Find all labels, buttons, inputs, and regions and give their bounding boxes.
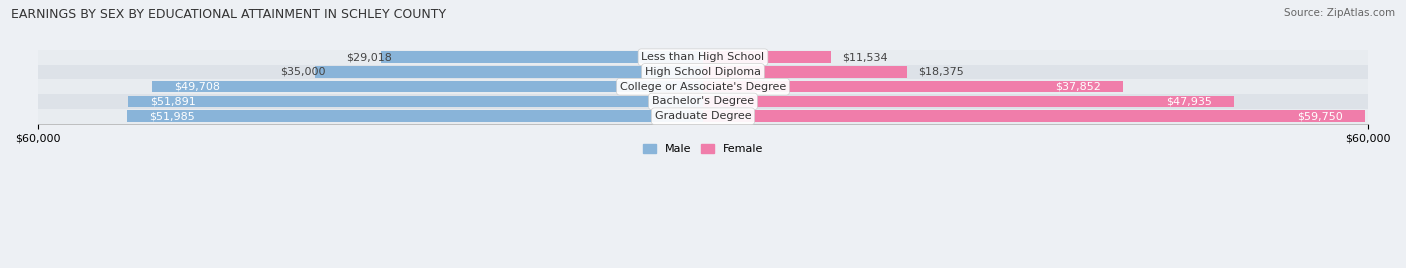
Text: College or Associate's Degree: College or Associate's Degree (620, 82, 786, 92)
Bar (152, 81, 703, 92)
Text: High School Diploma: High School Diploma (645, 67, 761, 77)
Text: $35,000: $35,000 (281, 67, 326, 77)
Bar (703, 96, 1234, 107)
Legend: Male, Female: Male, Female (638, 139, 768, 159)
Text: EARNINGS BY SEX BY EDUCATIONAL ATTAINMENT IN SCHLEY COUNTY: EARNINGS BY SEX BY EDUCATIONAL ATTAINMEN… (11, 8, 446, 21)
Bar (38, 50, 1368, 65)
Text: $49,708: $49,708 (174, 82, 219, 92)
Text: Bachelor's Degree: Bachelor's Degree (652, 96, 754, 106)
Bar (703, 81, 1122, 92)
Bar (38, 65, 1368, 79)
Bar (38, 94, 1368, 109)
Text: $37,852: $37,852 (1054, 82, 1101, 92)
Bar (703, 51, 831, 63)
Bar (128, 96, 703, 107)
Text: $51,985: $51,985 (149, 111, 194, 121)
Text: Source: ZipAtlas.com: Source: ZipAtlas.com (1284, 8, 1395, 18)
Bar (315, 66, 703, 78)
Text: Graduate Degree: Graduate Degree (655, 111, 751, 121)
Bar (381, 51, 703, 63)
Text: $59,750: $59,750 (1298, 111, 1343, 121)
Text: $47,935: $47,935 (1167, 96, 1212, 106)
Bar (703, 110, 1365, 122)
Bar (38, 109, 1368, 124)
Text: $29,018: $29,018 (346, 52, 392, 62)
Text: $51,891: $51,891 (150, 96, 195, 106)
Text: Less than High School: Less than High School (641, 52, 765, 62)
Bar (38, 79, 1368, 94)
Text: $18,375: $18,375 (918, 67, 963, 77)
Bar (127, 110, 703, 122)
Text: $11,534: $11,534 (842, 52, 887, 62)
Bar (703, 66, 907, 78)
